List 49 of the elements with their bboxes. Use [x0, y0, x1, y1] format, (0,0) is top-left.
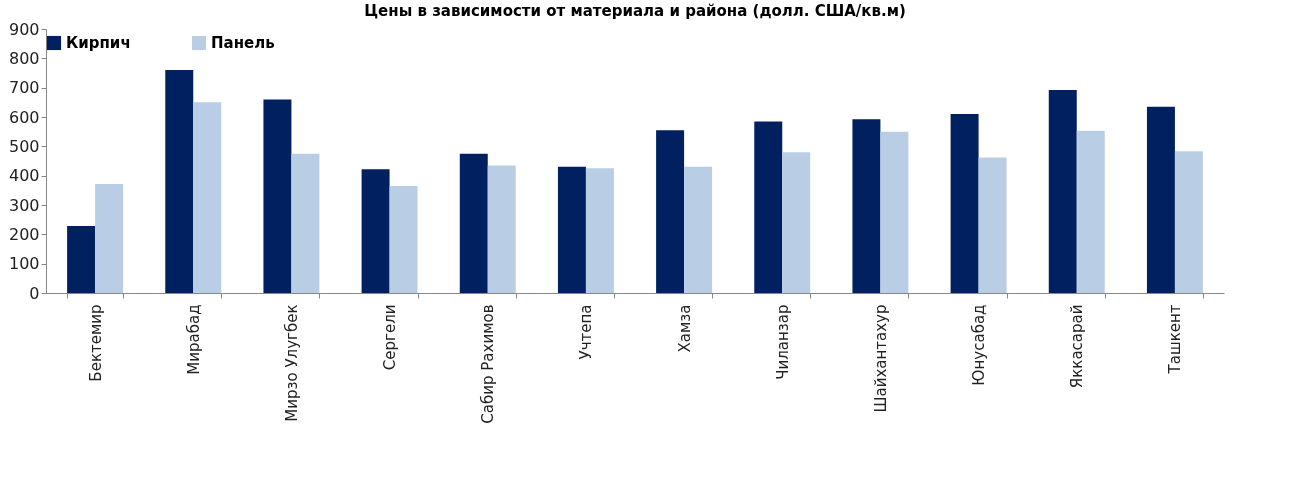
- bar: [950, 114, 979, 293]
- bar: [585, 168, 614, 293]
- y-tick-label: 100: [8, 254, 40, 274]
- x-tick-label: Юнусабад: [970, 304, 989, 386]
- x-tick-label: Сабир Рахимов: [479, 304, 498, 424]
- bar: [291, 153, 320, 293]
- x-tick-label: Учтепа: [577, 304, 596, 360]
- bar: [1174, 151, 1203, 293]
- x-tick-label: Яккасарай: [1068, 304, 1087, 389]
- bar: [67, 226, 96, 293]
- bar: [656, 130, 685, 293]
- bar: [852, 119, 881, 293]
- y-tick-label: 800: [8, 48, 40, 68]
- bar: [389, 185, 418, 293]
- x-tick-label: Чиланзар: [773, 304, 792, 380]
- bar: [1048, 90, 1077, 293]
- bar: [782, 152, 811, 293]
- bar: [193, 102, 222, 293]
- x-tick-label: Мирзо Улугбек: [282, 304, 301, 422]
- x-tick-label: Ташкент: [1166, 304, 1185, 375]
- bar: [487, 165, 516, 293]
- x-tick-label: Бектемир: [86, 304, 105, 382]
- y-tick-label: 700: [8, 78, 40, 98]
- y-tick-label: 900: [8, 19, 40, 39]
- bar: [263, 99, 292, 293]
- bar: [978, 157, 1007, 293]
- y-tick-label: 500: [8, 136, 40, 156]
- bar: [684, 166, 713, 293]
- bar: [165, 70, 194, 293]
- y-tick-label: 0: [29, 283, 40, 303]
- x-tick-label: Шайхантахур: [871, 304, 890, 413]
- y-tick-label: 400: [8, 166, 40, 186]
- bar: [1146, 106, 1175, 293]
- bar: [557, 166, 586, 293]
- bar: [459, 153, 488, 293]
- y-tick-label: 600: [8, 107, 40, 127]
- y-tick-label: 200: [8, 224, 40, 244]
- x-tick-label: Мирабад: [184, 304, 203, 375]
- y-tick-label: 300: [8, 195, 40, 215]
- bar: [1076, 130, 1105, 293]
- bar: [754, 121, 783, 293]
- chart-title: Цены в зависимости от материала и района (долл. США/кв.м): [364, 2, 906, 20]
- x-tick-label: Сергели: [381, 304, 400, 371]
- x-tick-label: Хамза: [675, 304, 694, 353]
- legend-label: Панель: [211, 34, 275, 52]
- bar: [95, 183, 124, 293]
- bar: [361, 169, 390, 293]
- legend-label: Кирпич: [66, 34, 131, 52]
- bar: [880, 131, 909, 293]
